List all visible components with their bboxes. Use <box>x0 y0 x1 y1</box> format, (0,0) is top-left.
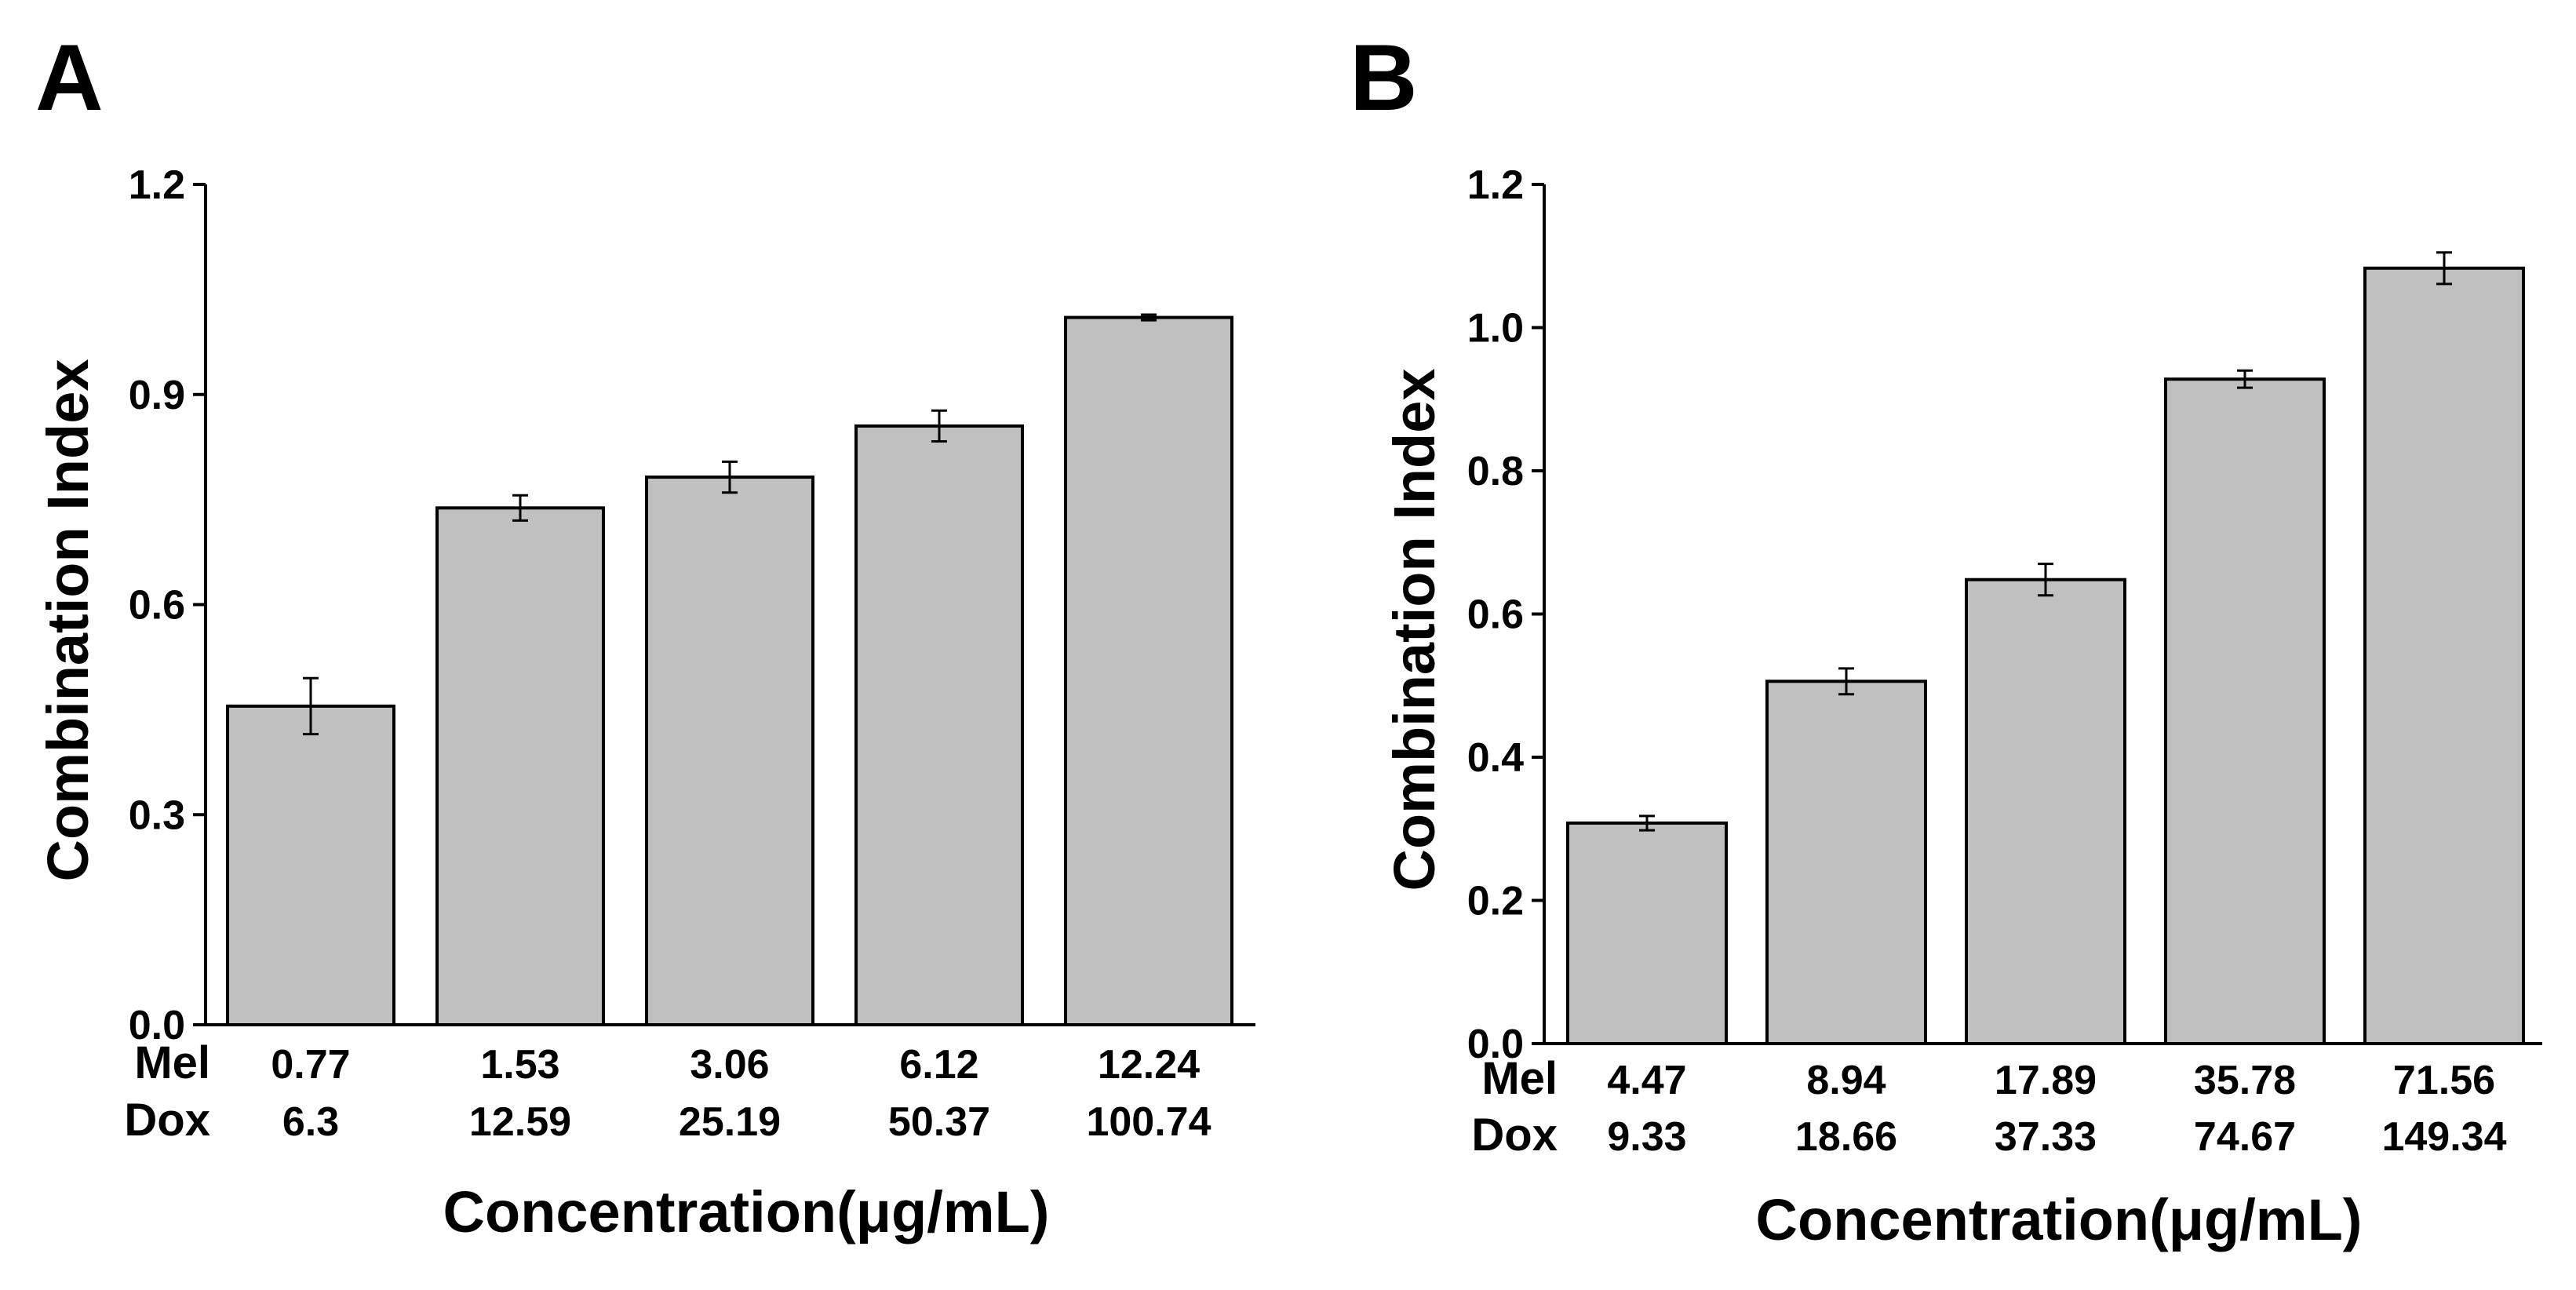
x-category-label: 4.47 <box>1607 1058 1686 1103</box>
bar <box>1765 680 1927 1046</box>
y-tick-label: 1.0 <box>1467 306 1524 352</box>
category-row-label: Mel <box>1481 1053 1558 1104</box>
x-category-label: 3.06 <box>690 1042 769 1088</box>
panel-letter: B <box>1350 25 1418 130</box>
bar <box>226 704 395 1026</box>
x-category-label: 50.37 <box>888 1099 990 1145</box>
panel-a: A 0.0 0.3 0.6 0.9 1.2 Combination Index Mel 0.77… <box>35 25 1255 1244</box>
error-bar <box>722 460 738 494</box>
error-bar <box>303 676 319 736</box>
x-category-label: 8.94 <box>1806 1058 1886 1103</box>
panel-b: B 0.0 0.2 0.4 0.6 0.8 1.0 1.2 Combination Index M… <box>1350 25 2542 1252</box>
x-category-label: 25.19 <box>679 1099 781 1145</box>
x-category-label: 17.89 <box>1995 1058 2097 1103</box>
category-row-label: Dox <box>124 1095 210 1146</box>
x-category-label: 35.78 <box>2194 1058 2296 1103</box>
x-category-label: 6.12 <box>899 1042 978 1088</box>
y-tick-label: 0.9 <box>129 373 185 418</box>
y-tick-label: 1.2 <box>1467 162 1524 208</box>
error-bar <box>512 494 528 522</box>
error-bar <box>1141 313 1157 322</box>
x-axis-title: Concentration(μg/mL) <box>443 1179 1050 1244</box>
x-category-label: 6.3 <box>282 1099 339 1145</box>
y-axis-title: Combination Index <box>35 359 100 882</box>
category-row-label: Dox <box>1471 1110 1558 1161</box>
error-bar <box>931 409 947 443</box>
bar <box>435 506 605 1026</box>
error-bar <box>2038 563 2053 597</box>
y-tick-label: 0.0 <box>129 1003 185 1048</box>
y-tick-label: 0.3 <box>129 793 185 838</box>
x-category-label: 100.74 <box>1086 1099 1211 1145</box>
x-category-label: 37.33 <box>1995 1114 2097 1160</box>
x-category-label: 9.33 <box>1607 1114 1686 1160</box>
x-category-label: 12.24 <box>1098 1042 1200 1088</box>
error-bar <box>2436 251 2452 286</box>
y-tick-label: 0.0 <box>1467 1022 1524 1067</box>
x-category-label: 18.66 <box>1795 1114 1897 1160</box>
x-axis-title: Concentration(μg/mL) <box>1756 1187 2363 1252</box>
category-row-label: Mel <box>134 1037 210 1088</box>
bar <box>1064 315 1233 1026</box>
x-category-label: 0.77 <box>271 1042 350 1088</box>
x-category-label: 74.67 <box>2194 1114 2296 1160</box>
x-category-label: 149.34 <box>2381 1114 2506 1160</box>
y-tick-label: 0.4 <box>1467 735 1524 781</box>
y-axis-title: Combination Index <box>1382 369 1447 891</box>
bar <box>1566 821 1728 1045</box>
y-tick-label: 0.6 <box>129 583 185 629</box>
y-tick-label: 0.8 <box>1467 449 1524 494</box>
bar <box>645 476 814 1026</box>
bar <box>854 424 1024 1026</box>
error-bar <box>2237 369 2253 389</box>
error-bar <box>1838 667 1854 696</box>
panel-letter: A <box>35 25 104 130</box>
y-tick-label: 0.6 <box>1467 592 1524 638</box>
x-category-label: 71.56 <box>2393 1058 2495 1103</box>
x-category-label: 1.53 <box>480 1042 559 1088</box>
y-tick-label: 1.2 <box>129 162 185 208</box>
error-bar <box>1639 814 1655 832</box>
y-tick-label: 0.2 <box>1467 879 1524 924</box>
bar <box>2363 266 2525 1045</box>
bar <box>1965 578 2126 1045</box>
x-category-label: 12.59 <box>469 1099 571 1145</box>
bar <box>2164 377 2326 1045</box>
